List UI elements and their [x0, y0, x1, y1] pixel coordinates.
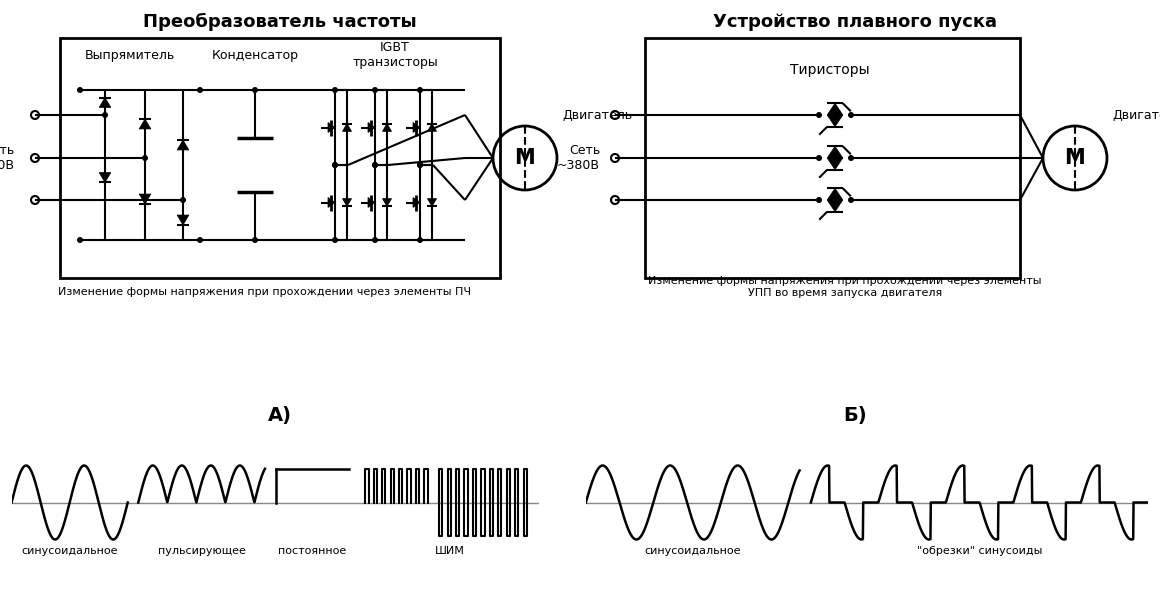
Polygon shape	[383, 199, 392, 206]
Bar	[645, 38, 1020, 278]
Polygon shape	[413, 122, 420, 133]
Circle shape	[848, 197, 854, 203]
Polygon shape	[827, 158, 843, 170]
Polygon shape	[427, 124, 436, 131]
Polygon shape	[827, 115, 843, 127]
Text: IGBT
транзисторы: IGBT транзисторы	[353, 41, 437, 69]
Polygon shape	[139, 119, 151, 129]
Text: Устройство плавного пуска: Устройство плавного пуска	[713, 13, 996, 31]
Circle shape	[332, 237, 338, 243]
Polygon shape	[342, 199, 351, 206]
Circle shape	[848, 112, 854, 118]
Polygon shape	[177, 215, 189, 225]
Polygon shape	[383, 124, 392, 131]
Circle shape	[252, 87, 258, 93]
Text: Двигатель: Двигатель	[561, 109, 632, 121]
Polygon shape	[427, 199, 436, 206]
Polygon shape	[328, 122, 335, 133]
Text: "обрезки" синусоиды: "обрезки" синусоиды	[916, 546, 1043, 556]
Circle shape	[102, 112, 108, 118]
Text: Конденсатор: Конденсатор	[211, 49, 298, 61]
Polygon shape	[413, 197, 420, 208]
Polygon shape	[827, 146, 843, 158]
Circle shape	[180, 197, 186, 203]
Circle shape	[77, 87, 84, 93]
Text: Изменение формы напряжения при прохождении через элементы
УПП во время запуска д: Изменение формы напряжения при прохожден…	[648, 276, 1042, 298]
Polygon shape	[177, 140, 189, 150]
Circle shape	[197, 237, 203, 243]
Polygon shape	[827, 188, 843, 200]
Text: Выпрямитель: Выпрямитель	[85, 49, 175, 61]
Polygon shape	[827, 200, 843, 212]
Text: Изменение формы напряжения при прохождении через элементы ПЧ: Изменение формы напряжения при прохожден…	[58, 287, 471, 297]
Text: А): А)	[268, 406, 292, 425]
Polygon shape	[827, 103, 843, 115]
Polygon shape	[342, 124, 351, 131]
Circle shape	[416, 162, 423, 168]
Text: пульсирующее: пульсирующее	[158, 546, 246, 556]
Circle shape	[815, 155, 822, 161]
Circle shape	[372, 237, 378, 243]
Text: M: M	[1065, 148, 1086, 168]
Text: Тиристоры: Тиристоры	[790, 63, 870, 77]
Circle shape	[332, 87, 338, 93]
Circle shape	[416, 87, 423, 93]
Text: M: M	[515, 148, 536, 168]
Circle shape	[197, 87, 203, 93]
Polygon shape	[328, 197, 335, 208]
Text: Б): Б)	[843, 406, 867, 425]
Circle shape	[372, 162, 378, 168]
Circle shape	[372, 162, 378, 168]
Circle shape	[815, 112, 822, 118]
Text: Преобразователь частоты: Преобразователь частоты	[143, 13, 416, 31]
Circle shape	[142, 155, 148, 161]
Polygon shape	[368, 122, 375, 133]
Polygon shape	[368, 197, 375, 208]
Circle shape	[252, 237, 258, 243]
Text: синусоидальное: синусоидальное	[645, 546, 741, 556]
Bar	[60, 38, 500, 278]
Circle shape	[416, 162, 423, 168]
Text: синусоидальное: синусоидальное	[21, 546, 118, 556]
Circle shape	[372, 87, 378, 93]
Text: Сеть
~380В: Сеть ~380В	[0, 144, 15, 172]
Text: Двигатель: Двигатель	[1112, 109, 1160, 121]
Polygon shape	[99, 173, 111, 182]
Circle shape	[77, 237, 84, 243]
Circle shape	[848, 155, 854, 161]
Polygon shape	[99, 98, 111, 107]
Polygon shape	[139, 194, 151, 204]
Circle shape	[815, 197, 822, 203]
Circle shape	[332, 162, 338, 168]
Text: постоянное: постоянное	[278, 546, 347, 556]
Text: Сеть
~380В: Сеть ~380В	[557, 144, 600, 172]
Circle shape	[332, 162, 338, 168]
Text: ШИМ: ШИМ	[435, 546, 465, 556]
Circle shape	[416, 237, 423, 243]
